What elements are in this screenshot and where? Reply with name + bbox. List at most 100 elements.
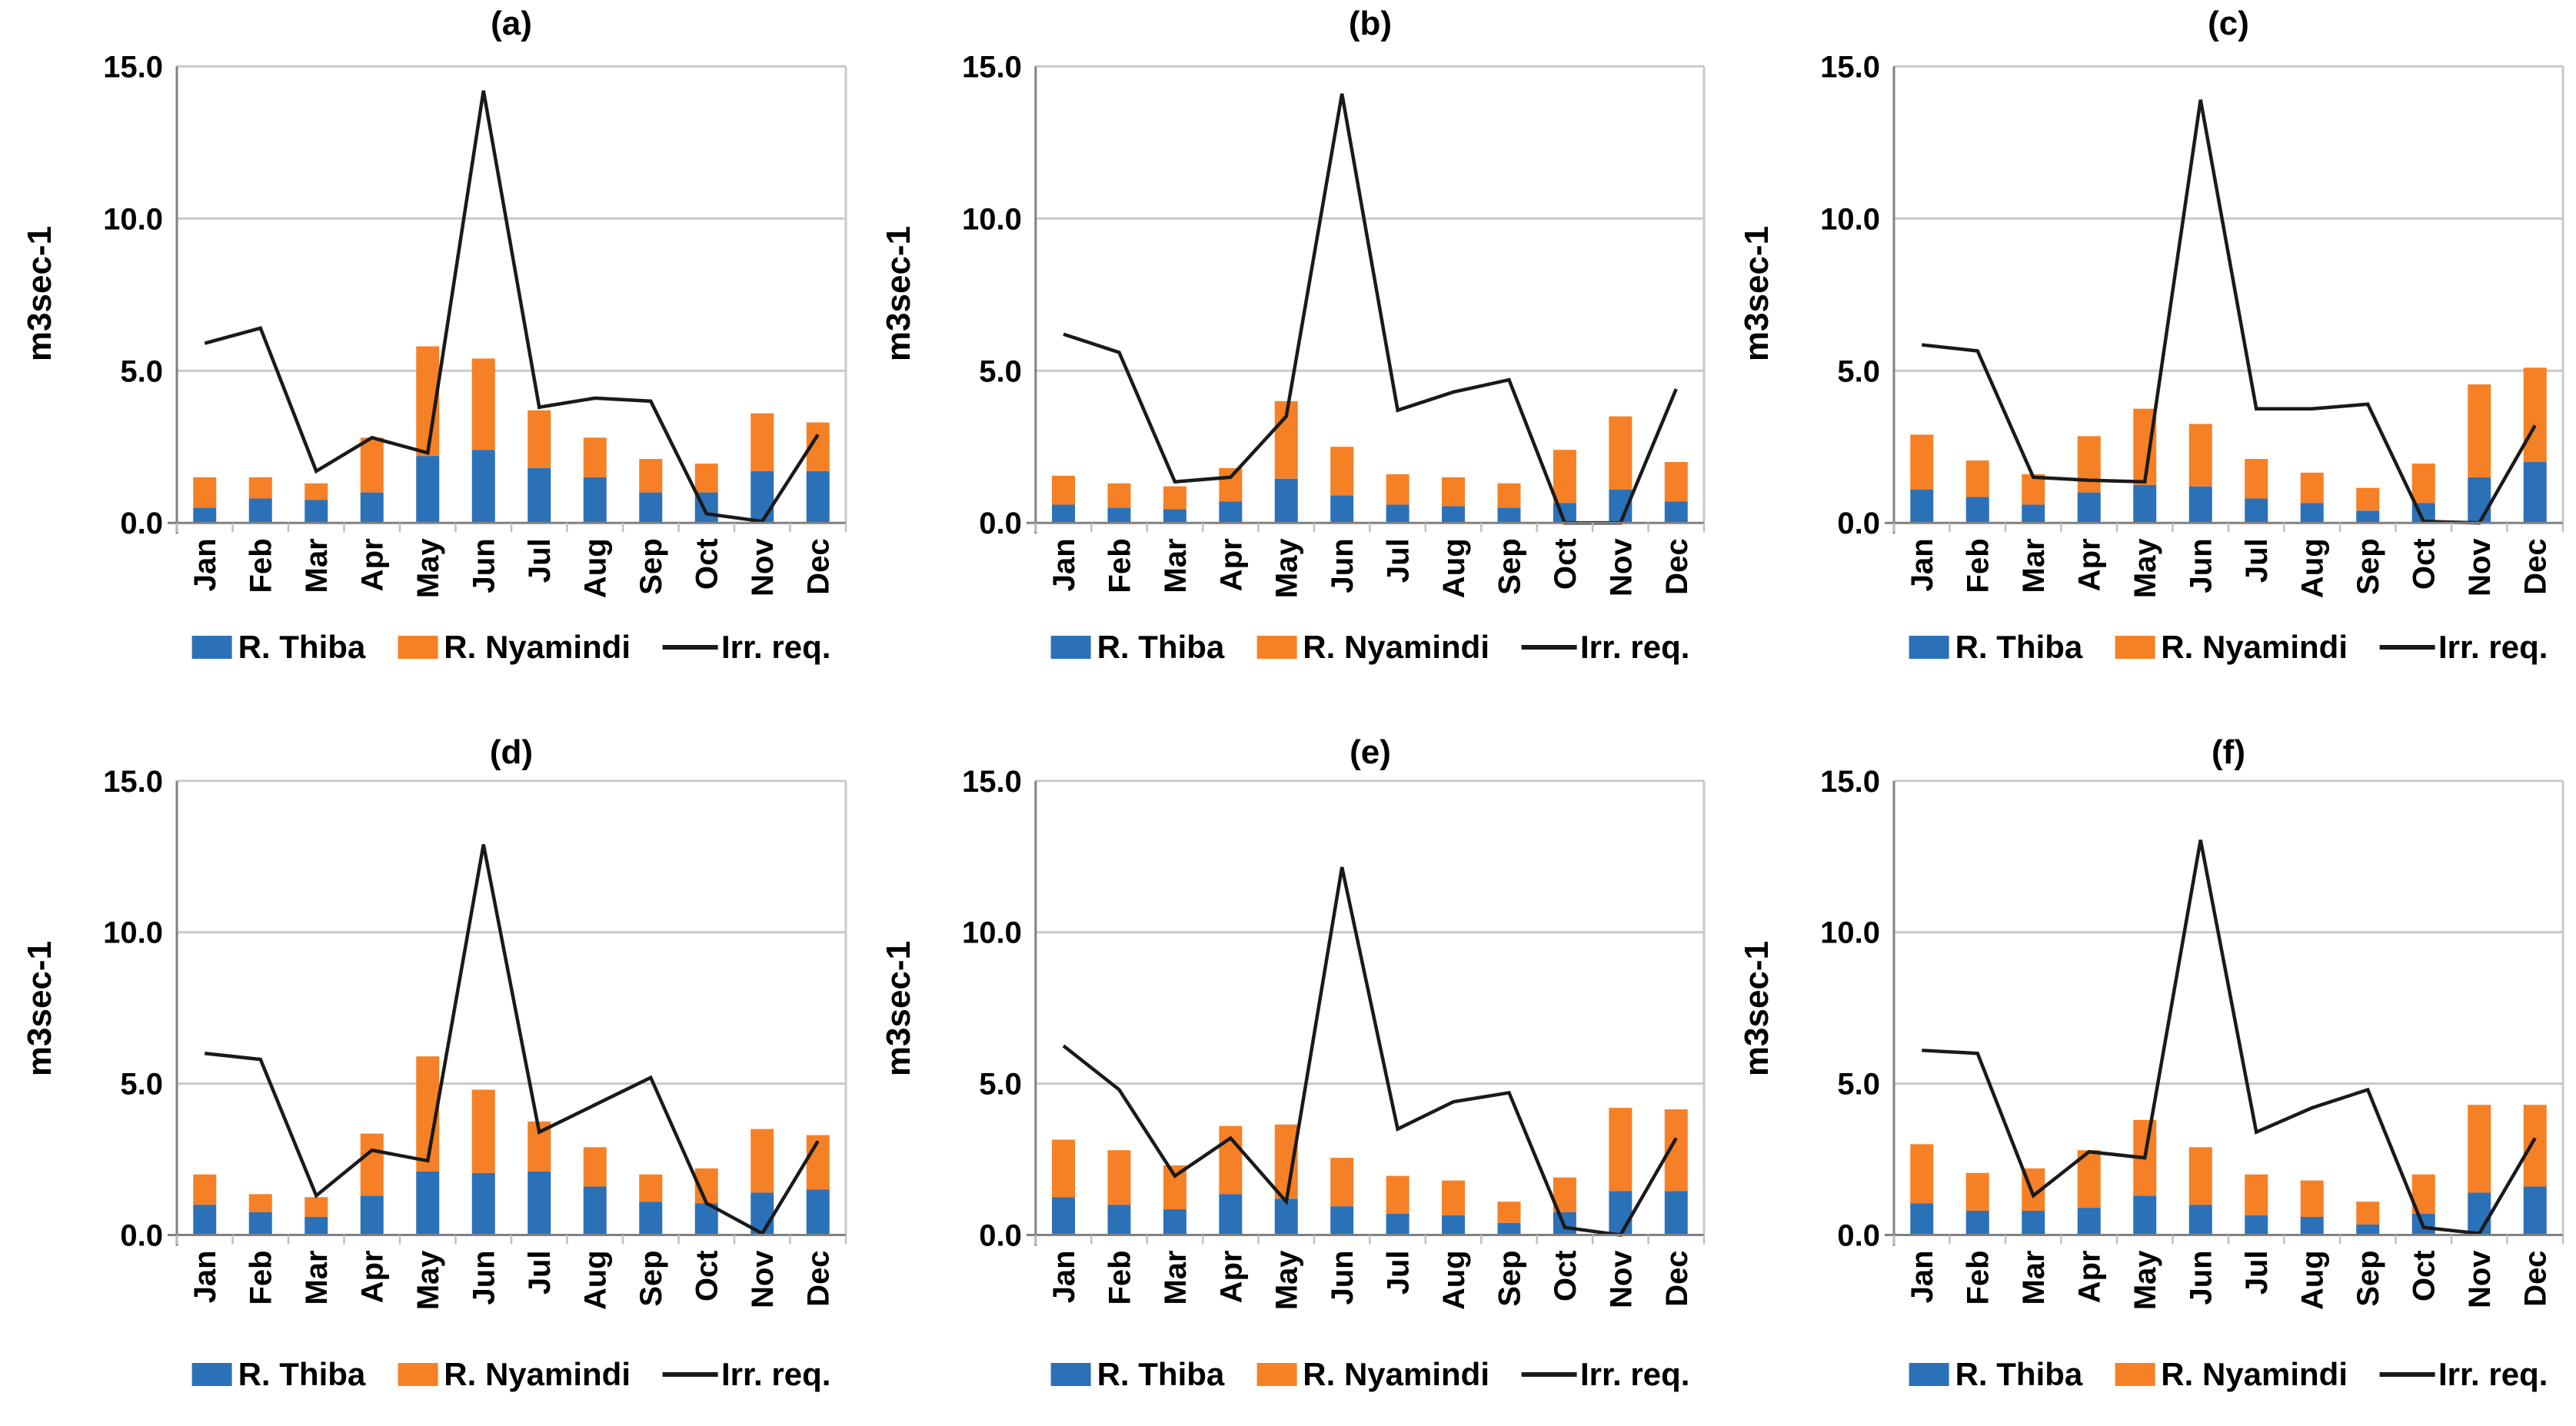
panel-title: (d) [489, 733, 534, 771]
x-axis-month-label: Dec [2519, 1250, 2553, 1306]
x-axis-month-label: Mar [2017, 1250, 2051, 1305]
legend-item-irr: Irr. req. [1521, 1356, 1689, 1393]
bar-nyamindi-apr [1219, 467, 1243, 502]
bar-thiba-may [2133, 484, 2157, 524]
bar-nyamindi-jan [1052, 475, 1075, 505]
x-axis-month-label: Oct [1549, 1250, 1583, 1301]
chart-canvas-e: 15.0 10.0 5.0 0.0 Jan Feb Mar Apr May Jun Jul Aug Se… [962, 765, 1706, 1310]
bar-thiba-mar [305, 500, 328, 524]
x-axis-month-label: Dec [1660, 538, 1694, 595]
y-tick-label: 10.0 [103, 202, 163, 236]
bar-thiba-jul [1386, 504, 1409, 524]
x-axis-month-label: Mar [2017, 538, 2051, 593]
y-tick-label: 5.0 [1837, 1068, 1880, 1102]
legend-label: R. Nyamindi [2161, 1356, 2348, 1392]
bar-nyamindi-nov [2468, 1105, 2491, 1193]
bar-nyamindi-aug [2300, 1180, 2324, 1217]
x-axis-month-label: Apr [2073, 538, 2107, 591]
x-axis-month-label: May [1270, 538, 1304, 599]
bar-nyamindi-feb [248, 477, 272, 499]
bar-thiba-apr [360, 492, 384, 524]
line-swatch-icon [2379, 1372, 2435, 1377]
bar-thiba-aug [2300, 503, 2324, 524]
bar-nyamindi-sep [2356, 1202, 2380, 1225]
panel-f: (f) m3sec-1 15.0 10.0 5.0 0.0 Jan Feb Mar Apr Ma… [1717, 715, 2576, 1426]
legend-item-nyamindi: R. Nyamindi [398, 1356, 631, 1393]
bar-nyamindi-jul [528, 410, 551, 468]
legend-label: R. Nyamindi [1303, 1356, 1489, 1392]
bar-thiba-may [2133, 1195, 2157, 1235]
legend-item-nyamindi: R. Nyamindi [2115, 629, 2348, 666]
bar-thiba-jul [2245, 498, 2268, 524]
nyamindi-swatch-icon [398, 1363, 438, 1386]
legend-item-irr: Irr. req. [2379, 1356, 2548, 1393]
legend-label: Irr. req. [2438, 629, 2548, 665]
x-axis-month-label: Mar [1159, 1250, 1193, 1305]
bar-nyamindi-jun [1330, 1158, 1354, 1207]
x-axis-month-label: May [411, 538, 445, 599]
legend-item-thiba: R. Thiba [1050, 629, 1224, 666]
panel-c: (c) m3sec-1 15.0 10.0 5.0 0.0 Jan Feb Mar Apr Ma… [1717, 0, 2576, 715]
legend-label: Irr. req. [1579, 629, 1690, 665]
bar-nyamindi-sep [639, 459, 663, 493]
x-axis-month-label: May [1270, 1250, 1304, 1310]
bar-thiba-aug [583, 477, 607, 524]
y-tick-label: 15.0 [103, 50, 163, 84]
x-axis-month-label: Feb [1962, 1250, 1995, 1305]
x-axis-month-label: Dec [2519, 538, 2553, 595]
bar-nyamindi-nov [2468, 384, 2491, 477]
legend-item-thiba: R. Thiba [191, 629, 365, 666]
bar-thiba-sep [2356, 1224, 2380, 1235]
chart-canvas-c: 15.0 10.0 5.0 0.0 Jan Feb Mar Apr May Jun Jul Aug Se… [1820, 50, 2564, 599]
bar-nyamindi-sep [2356, 487, 2380, 511]
bar-thiba-aug [2300, 1216, 2324, 1235]
legend-label: Irr. req. [721, 1356, 831, 1392]
x-axis-month-label: Jul [2240, 538, 2274, 583]
y-tick-label: 5.0 [979, 1068, 1022, 1102]
x-axis-month-label: Nov [2463, 1250, 2497, 1308]
legend-label: R. Nyamindi [1303, 629, 1489, 665]
x-axis-month-label: Feb [1103, 1250, 1137, 1305]
y-tick-label: 15.0 [962, 765, 1022, 799]
legend-label: R. Nyamindi [444, 1356, 631, 1392]
bar-nyamindi-aug [1442, 477, 1466, 507]
bar-thiba-sep [639, 1202, 663, 1235]
y-tick-label: 15.0 [1820, 50, 1880, 84]
bar-nyamindi-jul [1386, 474, 1409, 505]
x-axis-month-label: Aug [579, 1250, 613, 1310]
x-axis-month-label: Jan [1047, 1250, 1081, 1303]
bar-nyamindi-jul [2245, 459, 2268, 499]
x-axis-month-label: May [2128, 538, 2162, 599]
bar-thiba-aug [1442, 506, 1466, 524]
bar-thiba-jan [193, 1205, 217, 1235]
bar-thiba-apr [360, 1195, 384, 1235]
y-tick-label: 0.0 [979, 507, 1022, 540]
y-tick-label: 10.0 [962, 202, 1022, 236]
bar-thiba-aug [1442, 1215, 1466, 1235]
bar-nyamindi-mar [305, 1197, 328, 1217]
bar-thiba-jul [528, 467, 551, 524]
bar-nyamindi-aug [583, 1147, 607, 1187]
bar-thiba-apr [2077, 1208, 2101, 1235]
bar-nyamindi-aug [583, 437, 607, 477]
bar-thiba-may [1274, 1198, 1298, 1235]
x-axis-month-label: Feb [245, 538, 278, 593]
legend: R. Thiba R. Nyamindi Irr. req. [1050, 629, 1690, 666]
bar-nyamindi-oct [2411, 463, 2435, 504]
legend-item-nyamindi: R. Nyamindi [1256, 1356, 1489, 1393]
legend-item-irr: Irr. req. [2379, 629, 2548, 666]
bar-nyamindi-nov [751, 413, 774, 471]
nyamindi-swatch-icon [398, 636, 438, 659]
bar-nyamindi-jan [1052, 1139, 1075, 1198]
legend-item-thiba: R. Thiba [191, 1356, 365, 1393]
irr-req-line [1922, 839, 2537, 1235]
bar-thiba-jul [1386, 1213, 1409, 1235]
y-axis-label: m3sec-1 [880, 940, 917, 1077]
bar-thiba-sep [1497, 1222, 1521, 1235]
legend-item-nyamindi: R. Nyamindi [1256, 629, 1489, 666]
panel-title: (c) [2208, 5, 2249, 42]
bar-thiba-feb [1965, 497, 1989, 524]
x-axis-month-label: Jul [1382, 538, 1416, 583]
x-axis-month-label: Nov [746, 1250, 780, 1308]
